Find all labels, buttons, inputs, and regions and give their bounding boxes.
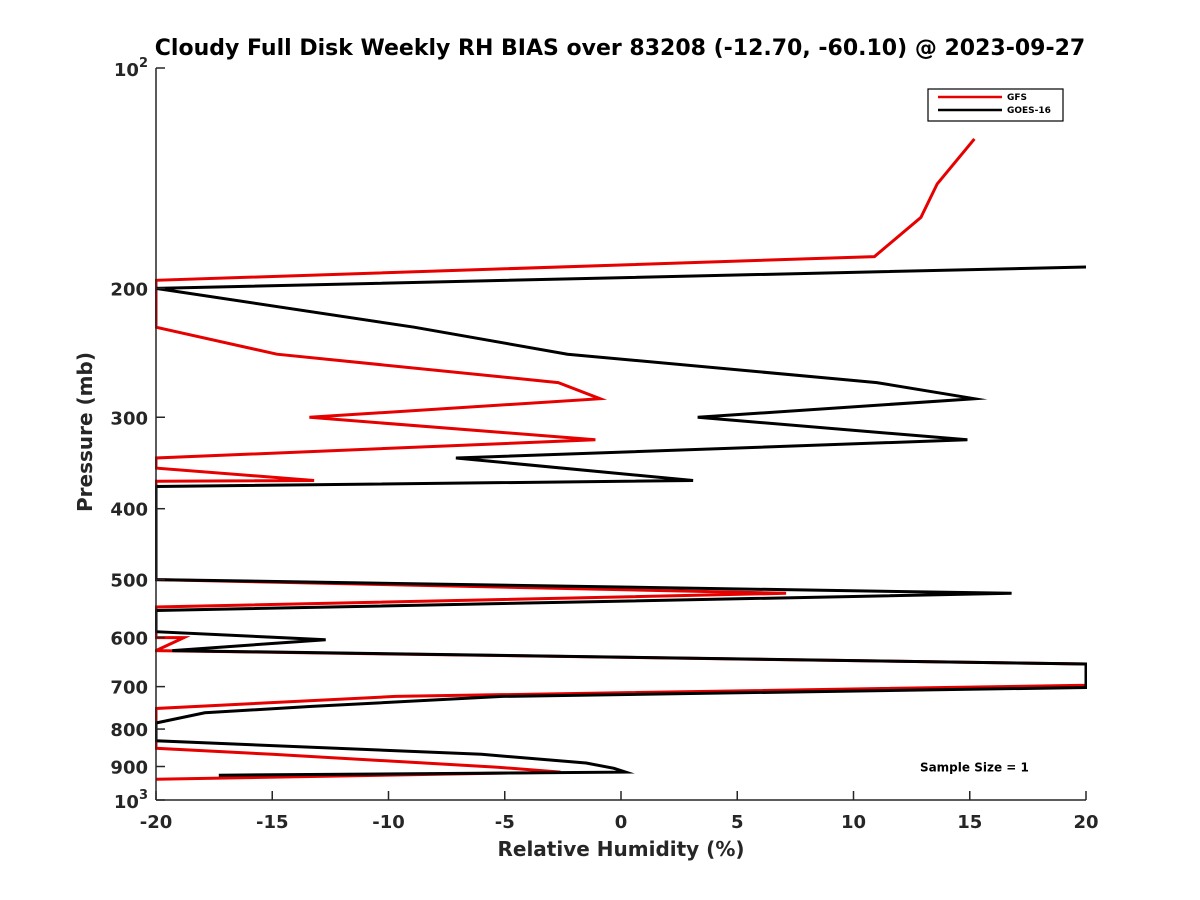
y-tick-label: 900 xyxy=(110,758,148,779)
legend-box xyxy=(927,88,1064,122)
y-tick-label: 200 xyxy=(110,279,148,300)
y-tick-label: 500 xyxy=(110,571,148,592)
y-axis-label: Pressure (mb) xyxy=(73,352,97,512)
y-tick-label: 700 xyxy=(110,678,148,699)
x-tick-label: -10 xyxy=(372,812,405,833)
x-tick-label: -20 xyxy=(140,812,173,833)
y-tick-label: 102 xyxy=(114,56,148,81)
plot-area xyxy=(156,68,1086,800)
x-tick-label: 20 xyxy=(1073,812,1098,833)
chart-title: Cloudy Full Disk Weekly RH BIAS over 832… xyxy=(155,36,1085,61)
y-tick-label: 600 xyxy=(110,629,148,650)
legend: GFS GOES-16 xyxy=(927,88,1064,122)
x-axis-label: Relative Humidity (%) xyxy=(497,837,744,861)
axes-group: -20 -15 -10 -5 0 5 10 15 20 102 200 300 400 500 600 700… xyxy=(110,56,1098,833)
y-tick-label: 800 xyxy=(110,720,148,741)
x-tick-label: 10 xyxy=(841,812,866,833)
x-tick-label: 5 xyxy=(731,812,744,833)
sample-size-annotation: Sample Size = 1 xyxy=(920,761,1029,775)
x-tick-label: 0 xyxy=(615,812,628,833)
y-tick-label: 300 xyxy=(110,408,148,429)
y-tick-label: 103 xyxy=(114,788,148,813)
x-tick-label: -15 xyxy=(256,812,289,833)
x-tick-label: -5 xyxy=(495,812,515,833)
legend-label-goes-16: GOES-16 xyxy=(1007,106,1051,116)
x-tick-label: 15 xyxy=(957,812,982,833)
legend-label-gfs: GFS xyxy=(1007,93,1027,103)
y-tick-label: 400 xyxy=(110,500,148,521)
plot-background xyxy=(156,68,1086,800)
